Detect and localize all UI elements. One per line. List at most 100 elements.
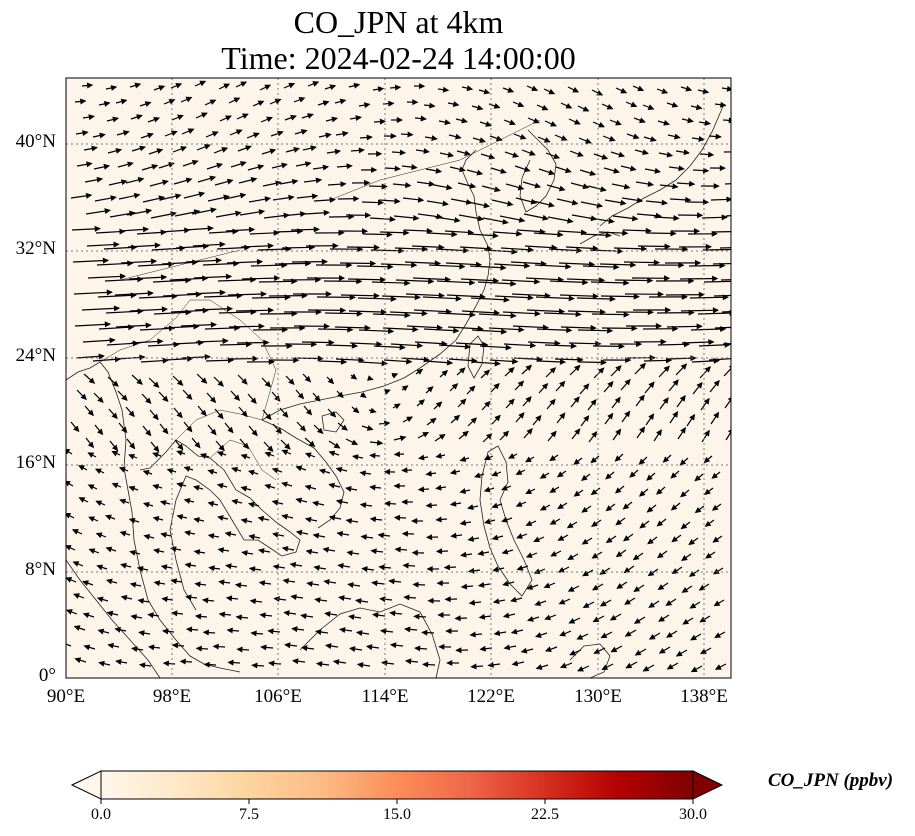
wind-vector-head — [663, 365, 670, 373]
wind-vector-head — [404, 658, 412, 665]
wind-vector-head — [476, 104, 484, 111]
wind-vector-head — [661, 199, 668, 206]
wind-vector — [203, 295, 242, 298]
lon-tick-label: 90°E — [46, 686, 86, 707]
lat-tick-label: 0° — [38, 665, 56, 686]
wind-vector-head — [80, 393, 87, 401]
wind-vector-head — [225, 563, 232, 570]
wind-vector-head — [321, 258, 329, 265]
wind-vector-head — [703, 429, 710, 437]
wind-vector-head — [152, 381, 160, 388]
wind-vector-head — [438, 244, 445, 251]
wind-vector — [349, 342, 382, 345]
wind-vector-head — [483, 202, 491, 209]
wind-vector-head — [600, 186, 607, 192]
wind-vector-head — [573, 458, 580, 465]
wind-vector-head — [411, 549, 418, 556]
wind-vector-head — [82, 580, 89, 587]
wind-vector-head — [295, 465, 303, 472]
wind-vector-head — [104, 321, 112, 328]
wind-vector-head — [376, 341, 383, 348]
wind-vector-head — [393, 514, 401, 521]
wind-vector-head — [227, 659, 234, 666]
wind-vector-head — [300, 129, 308, 135]
wind-vector-head — [274, 395, 281, 402]
wind-vector-head — [137, 177, 145, 183]
wind-vector — [66, 643, 72, 647]
wind-vector-head — [223, 83, 231, 90]
wind-vector-head — [453, 327, 460, 334]
wind-vector-head — [401, 385, 409, 392]
wind-vector-head — [442, 86, 450, 93]
wind-vector-head — [193, 517, 200, 523]
wind-vector-head — [248, 226, 256, 233]
wind-vector-head — [386, 231, 393, 238]
wind-vector-head — [493, 630, 501, 637]
wind-vector-head — [503, 296, 510, 303]
map-frame — [65, 77, 732, 679]
wind-vector-head — [469, 631, 476, 638]
wind-vector-head — [328, 339, 335, 346]
wind-vector — [524, 245, 557, 249]
wind-vector-head — [290, 114, 297, 121]
wind-vector-head — [401, 530, 409, 537]
wind-vector-head — [704, 520, 712, 527]
wind-vector-head — [685, 85, 693, 92]
wind-vector-head — [526, 428, 533, 435]
wind-vector-head — [147, 612, 154, 619]
wind-vector-head — [233, 394, 241, 402]
wind-vector-head — [162, 179, 169, 186]
wind-vector-head — [535, 632, 542, 638]
wind-vector — [723, 367, 731, 377]
wind-vector-head — [646, 506, 654, 513]
wind-vector-head — [527, 294, 534, 301]
wind-vector-head — [264, 483, 272, 490]
wind-vector — [204, 327, 240, 330]
wind-vector-head — [418, 83, 426, 90]
wind-vector-head — [713, 600, 721, 607]
wind-vector-head — [754, 277, 759, 281]
wind-vector-head — [144, 101, 152, 107]
wind-vector — [394, 247, 428, 250]
wind-vector-head — [698, 135, 705, 142]
wind-vector-head — [239, 161, 247, 167]
wind-vector-head — [468, 599, 476, 606]
wind-vector-head — [470, 663, 477, 670]
wind-vector — [130, 340, 163, 344]
wind-vector — [370, 249, 404, 252]
wind-vector-head — [240, 453, 248, 460]
wind-vector-head — [719, 165, 726, 172]
wind-vector-head — [474, 472, 481, 479]
wind-vector — [356, 265, 393, 268]
wind-vector-head — [648, 633, 656, 640]
wind-vector — [219, 343, 251, 346]
wind-vector-head — [209, 175, 217, 182]
wind-vector-head — [696, 382, 703, 389]
wind-vector-head — [134, 82, 142, 89]
wind-vector-head — [413, 613, 420, 620]
wind-vector-head — [260, 644, 267, 651]
wind-vector-head — [658, 647, 666, 654]
wind-vector-head — [714, 632, 722, 638]
wind-vector-head — [565, 103, 573, 109]
wind-vector-head — [142, 226, 150, 233]
wind-vector-head — [171, 610, 178, 617]
wind-vector-head — [459, 166, 466, 173]
wind-vector-head — [694, 475, 701, 482]
wind-vector-head — [406, 358, 413, 365]
wind-vector-head — [483, 518, 491, 525]
wind-vector-head — [359, 502, 367, 509]
wind-vector-head — [120, 179, 128, 186]
wind-vector-head — [435, 401, 443, 408]
wind-vector-head — [580, 474, 588, 482]
wind-vector — [228, 325, 264, 328]
wind-vector-head — [470, 417, 478, 424]
wind-vector-head — [267, 307, 275, 314]
wind-vector-head — [240, 518, 248, 524]
wind-vector — [558, 262, 595, 266]
wind-vector — [382, 327, 418, 331]
wind-vector-head — [455, 647, 462, 654]
wind-vector-head — [526, 616, 534, 622]
wind-vector-head — [510, 280, 517, 287]
wind-vector — [105, 310, 143, 314]
